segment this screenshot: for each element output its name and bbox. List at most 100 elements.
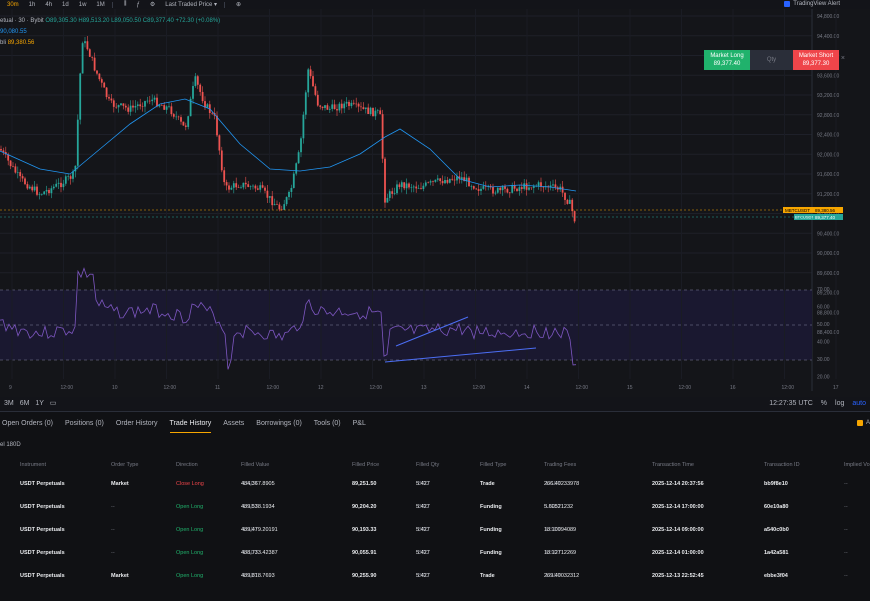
price-tick-label: 90,000.00 <box>817 251 839 257</box>
table-row[interactable]: USDT Perpetuals Market Open Long 489,818.76… <box>0 573 870 585</box>
cell-instrument-text: USDT Perpetuals <box>20 527 65 533</box>
timeframe-1w[interactable]: 1w <box>78 1 87 8</box>
candle-body <box>566 199 569 204</box>
candle-body <box>144 101 146 107</box>
candle-body <box>21 176 24 179</box>
table-row[interactable]: USDT Perpetuals Market Close Long 484,367.8… <box>0 481 870 493</box>
candle-body <box>69 176 72 179</box>
table-row[interactable]: USDT Perpetuals -- Open Long 488,733.42387 U… <box>0 550 870 562</box>
candle-body <box>304 92 307 115</box>
candle-body <box>508 192 511 194</box>
candle-body <box>453 179 456 181</box>
rsi-tick-label: 40.00 <box>817 340 830 346</box>
tab-open-orders[interactable]: Open Orders (0) <box>2 420 53 427</box>
period-filter[interactable]: el 180D <box>0 442 21 448</box>
candle-body <box>520 187 523 189</box>
timeframe-4h[interactable]: 4h <box>45 1 53 8</box>
show-all-option[interactable]: A <box>856 420 870 426</box>
candle-body <box>516 188 518 191</box>
candle-body <box>62 183 65 188</box>
cell-unit: USDT <box>243 504 258 510</box>
tab-positions[interactable]: Positions (0) <box>64 420 104 427</box>
cell-filled-value-text: 488,733.42387 <box>241 550 278 556</box>
col-implied-vol: Implied Vo <box>844 462 870 468</box>
cell-iv-text: -- <box>844 527 848 533</box>
cell-filled-qty: 5.427 BTC <box>416 504 430 510</box>
close-icon[interactable]: × <box>840 55 845 62</box>
add-plus-icon[interactable]: ⊕ <box>235 2 241 8</box>
settings-gear-icon[interactable]: ⚙ <box>149 2 156 8</box>
cell-instrument-text: USDT Perpetuals <box>20 481 65 487</box>
timeframe-1d[interactable]: 1d <box>62 1 69 8</box>
cell-unit: USDT <box>546 550 561 556</box>
range-1y[interactable]: 1Y <box>35 400 44 407</box>
time-tick-label: 11 <box>215 385 220 391</box>
timeframe-1h[interactable]: 1h <box>28 1 36 8</box>
candle-body <box>14 166 17 173</box>
tab-order-history[interactable]: Order History <box>115 420 158 427</box>
candle-body <box>463 177 466 182</box>
timeframe-30m[interactable]: 30m <box>7 1 19 8</box>
rsi-tick-label: 30.00 <box>817 357 830 363</box>
calendar-icon[interactable]: ▭ <box>49 400 57 407</box>
utc-clock[interactable]: 12:27:35 UTC <box>769 399 813 407</box>
price-tick-label: 88,400.00 <box>817 330 839 336</box>
cell-time-text: 2025-12-14 09:00:00 <box>652 527 704 533</box>
price-tick-label: 93,200.00 <box>817 93 839 99</box>
cell-filled-value: 488,733.42387 USDT <box>241 550 278 556</box>
index-tag-value: 89,380.56 <box>815 208 836 213</box>
price-tick-label: 89,200.00 <box>817 291 839 297</box>
candle-style-icon[interactable]: ⫼ <box>123 1 127 7</box>
cell-time-text: 2025-12-14 01:00:00 <box>652 550 704 556</box>
qty-input[interactable]: Qty <box>750 50 793 70</box>
market-long-button[interactable]: Market Long 89,377.40 <box>704 50 750 70</box>
candle-body <box>108 97 110 99</box>
candle-body <box>340 103 343 109</box>
candle-body <box>218 135 221 151</box>
price-source-select[interactable]: Last Traded Price ▾ <box>165 2 217 8</box>
candle-body <box>439 178 442 182</box>
tradingview-alert-button[interactable]: TradingView Alert <box>784 0 840 8</box>
tab-pnl[interactable]: P&L <box>352 420 366 427</box>
market-short-label: Market Short <box>798 53 834 59</box>
checkbox-icon[interactable] <box>856 420 863 426</box>
table-row[interactable]: USDT Perpetuals -- Open Long 489,479.20191 U… <box>0 527 870 539</box>
rsi-tick-label: 20.00 <box>817 375 830 381</box>
candle-body <box>362 107 365 110</box>
price-chart[interactable]: 94,800.0094,400.0094,000.0093,600.0093,2… <box>0 9 870 399</box>
cell-txid-text: a540c0b0 <box>764 527 789 533</box>
percent-toggle[interactable]: % <box>820 399 828 407</box>
perp-tag-value-bg <box>813 214 843 220</box>
market-short-button[interactable]: Market Short 89,377.30 <box>793 50 839 70</box>
candle-body <box>316 94 319 106</box>
candle-body <box>196 76 199 85</box>
candle-body <box>381 114 384 159</box>
tab-borrowings[interactable]: Borrowings (0) <box>256 420 302 427</box>
candle-body <box>436 178 439 180</box>
tab-trade-history[interactable]: Trade History <box>169 412 211 436</box>
auto-toggle[interactable]: auto <box>852 399 866 407</box>
indicators-icon[interactable]: ƒ <box>136 1 140 8</box>
range-6m[interactable]: 6M <box>19 400 30 407</box>
tab-tools[interactable]: Tools (0) <box>313 420 341 427</box>
cell-filled-price-text: 90,255.90 <box>352 573 377 579</box>
tab-assets[interactable]: Assets <box>223 420 245 427</box>
candle-body <box>189 98 192 117</box>
range-3m[interactable]: 3M <box>4 400 14 407</box>
candle-body <box>88 49 91 57</box>
perp-tag-bg <box>794 214 813 220</box>
timeframe-1M[interactable]: 1M <box>96 1 105 8</box>
candle-body <box>309 69 312 77</box>
candlestick-chart-svg[interactable]: 94,800.0094,400.0094,000.0093,600.0093,2… <box>0 9 870 399</box>
legend-last-label: bli <box>0 40 7 46</box>
table-row[interactable]: USDT Perpetuals -- Open Long 489,538.1934 US… <box>0 504 870 516</box>
candle-body <box>148 100 151 102</box>
log-toggle[interactable]: log <box>835 399 845 407</box>
price-source-label: Last Traded Price <box>165 2 213 8</box>
candle-body <box>420 188 422 189</box>
candle-body <box>211 112 214 114</box>
col-transaction-time: Transaction Time <box>652 462 694 468</box>
price-tick-label: 90,400.00 <box>817 231 839 237</box>
candle-body <box>271 196 274 206</box>
cell-unit: BTC <box>418 527 429 533</box>
